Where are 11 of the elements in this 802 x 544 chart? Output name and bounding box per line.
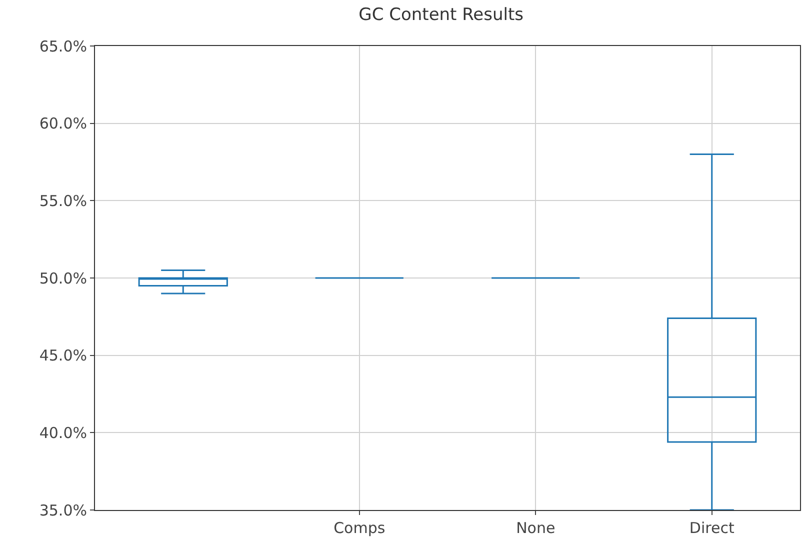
x-tick-label: None: [516, 519, 556, 537]
y-tick-label: 45.0%: [39, 346, 87, 365]
y-tick-label: 55.0%: [39, 192, 87, 210]
y-tick-label: 40.0%: [39, 424, 87, 442]
y-tick-label: 65.0%: [39, 37, 87, 56]
y-tick-label: 35.0%: [39, 501, 87, 520]
x-tick-label: Comps: [334, 519, 386, 537]
chart-title: GC Content Results: [358, 5, 524, 26]
y-tick-label: 60.0%: [39, 114, 87, 133]
y-tick-label: 50.0%: [39, 269, 87, 288]
x-tick-label: Direct: [689, 519, 734, 537]
